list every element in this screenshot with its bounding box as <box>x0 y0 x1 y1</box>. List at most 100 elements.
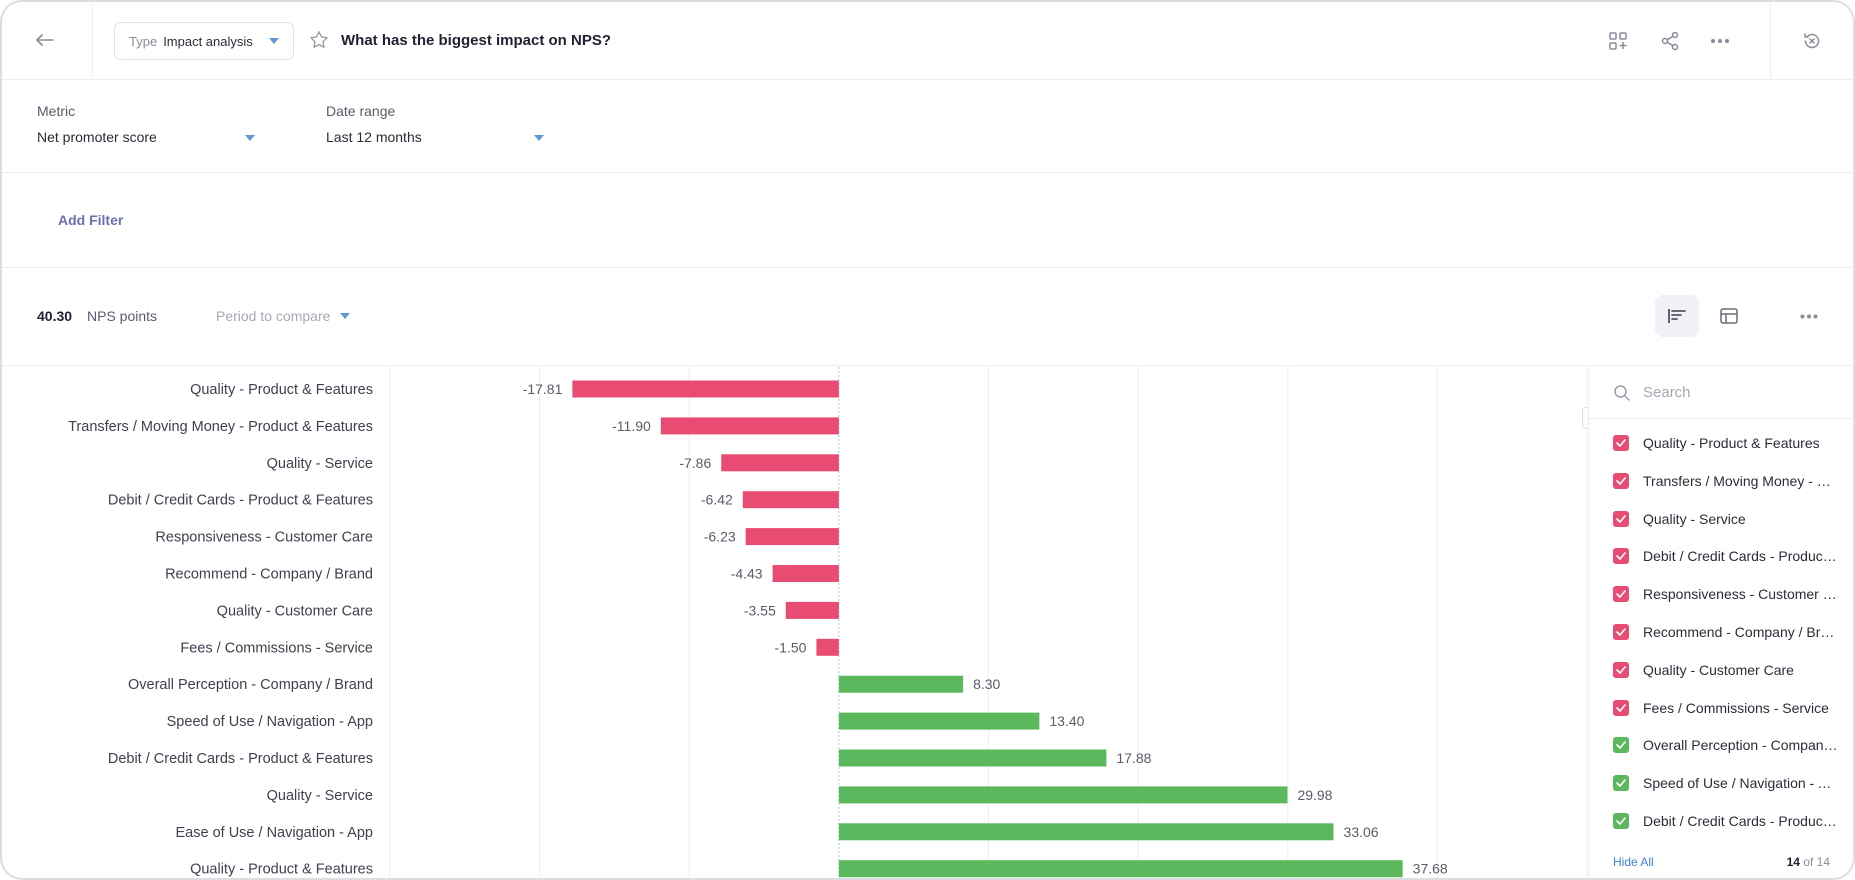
legend-footer: Hide All 14 of 14 <box>1589 842 1853 878</box>
checkbox-checked-icon[interactable] <box>1613 775 1629 792</box>
type-label: Type <box>129 33 158 49</box>
legend-item[interactable]: Overall Perception - Company / Brand <box>1613 733 1838 757</box>
checkbox-checked-icon[interactable] <box>1613 435 1629 451</box>
divider <box>2 267 1853 268</box>
chart-bar <box>838 860 1403 878</box>
legend-item[interactable]: Quality - Product & Features <box>1613 431 1838 455</box>
divider <box>2 172 1853 173</box>
arrow-left-icon <box>36 34 54 46</box>
checkbox-checked-icon[interactable] <box>1613 624 1629 640</box>
data-label: -7.86 <box>679 455 711 471</box>
chart-bar <box>785 601 839 619</box>
header-divider <box>92 2 93 80</box>
category-label: Transfers / Moving Money - Product & Fea… <box>68 419 373 435</box>
more-horizontal-icon <box>1800 314 1818 318</box>
data-label: 29.98 <box>1297 787 1332 803</box>
checkbox-checked-icon[interactable] <box>1613 737 1629 754</box>
table-view-button[interactable] <box>1707 295 1751 337</box>
chart-bar <box>838 786 1288 804</box>
type-select[interactable]: Type Impact analysis <box>114 22 294 60</box>
date-range-select[interactable]: Date range Last 12 months <box>326 103 548 153</box>
legend-item-label: Fees / Commissions - Service <box>1643 699 1829 716</box>
legend-item-label: Transfers / Moving Money - Product & Fea… <box>1643 472 1838 489</box>
checkbox-checked-icon[interactable] <box>1613 699 1629 716</box>
impact-bar-chart: -17.81 Quality - Product & Features -11.90… <box>68 367 1587 878</box>
legend-count-shown: 14 <box>1786 855 1800 869</box>
back-button[interactable] <box>22 20 68 60</box>
bar-view-button[interactable] <box>1655 295 1699 337</box>
category-label: Quality - Service <box>267 788 373 804</box>
data-label: -6.23 <box>704 529 736 545</box>
data-label: -11.90 <box>612 418 651 434</box>
star-icon <box>310 31 328 48</box>
legend-item[interactable]: Responsiveness - Customer Care <box>1613 582 1838 606</box>
chart-bar <box>838 749 1107 767</box>
checkbox-checked-icon[interactable] <box>1613 813 1629 829</box>
chart-bar <box>572 380 839 398</box>
category-label: Ease of Use / Navigation - App <box>176 825 373 841</box>
legend-item[interactable]: Transfers / Moving Money - Product & Fea… <box>1613 469 1838 493</box>
chart-more-button[interactable] <box>1787 295 1831 337</box>
chevron-down-icon <box>534 135 544 141</box>
legend-panel: Quality - Product & Features Transfers / … <box>1588 367 1853 878</box>
category-label: Overall Perception - Company / Brand <box>128 677 373 693</box>
legend-item[interactable]: Recommend - Company / Brand <box>1613 620 1838 644</box>
metric-select[interactable]: Metric Net promoter score <box>37 103 259 153</box>
checkbox-checked-icon[interactable] <box>1613 510 1629 527</box>
chevron-down-icon <box>268 38 279 44</box>
checkbox-checked-icon[interactable] <box>1613 548 1629 565</box>
data-label: -3.55 <box>744 602 776 618</box>
legend-item-label: Debit / Credit Cards - Product & Feature… <box>1643 813 1838 829</box>
add-to-dashboard-button[interactable] <box>1603 26 1633 56</box>
category-label: Quality - Customer Care <box>217 603 373 619</box>
search-icon <box>1614 384 1630 401</box>
category-label: Quality - Product & Features <box>190 862 373 878</box>
legend-item-label: Overall Perception - Company / Brand <box>1643 737 1838 754</box>
nps-score-unit: NPS points <box>87 308 158 324</box>
chart-bar <box>838 675 964 693</box>
chart-bar <box>721 454 839 472</box>
share-icon <box>1661 31 1679 51</box>
legend-item[interactable]: Quality - Service <box>1613 507 1838 531</box>
chart-bar <box>772 565 839 582</box>
legend-item-label: Quality - Service <box>1643 510 1746 527</box>
divider <box>2 365 1853 366</box>
history-close-icon <box>1804 33 1820 49</box>
category-label: Recommend - Company / Brand <box>165 567 373 583</box>
more-options-button[interactable] <box>1705 26 1735 56</box>
category-label: Quality - Service <box>267 456 373 472</box>
legend-count-total: of 14 <box>1803 855 1830 869</box>
category-label: Speed of Use / Navigation - App <box>167 714 373 730</box>
checkbox-checked-icon[interactable] <box>1613 472 1629 489</box>
legend-item[interactable]: Fees / Commissions - Service <box>1613 696 1838 720</box>
data-label: 13.40 <box>1049 713 1084 729</box>
share-button[interactable] <box>1655 26 1685 56</box>
legend-item-label: Speed of Use / Navigation - App <box>1643 775 1838 792</box>
checkbox-checked-icon[interactable] <box>1613 661 1629 678</box>
favorite-button[interactable] <box>308 29 332 53</box>
data-label: -17.81 <box>523 381 563 397</box>
period-compare-select[interactable]: Period to compare <box>216 308 351 324</box>
legend-search-input[interactable] <box>1643 384 1833 401</box>
hide-all-button[interactable]: Hide All <box>1613 855 1654 869</box>
legend-item[interactable]: Speed of Use / Navigation - App <box>1613 771 1838 795</box>
legend-item-label: Recommend - Company / Brand <box>1643 624 1838 640</box>
date-range-value: Last 12 months <box>326 129 422 145</box>
legend-item[interactable]: Debit / Credit Cards - Product & Feature… <box>1613 809 1838 833</box>
chart-bar <box>816 638 839 656</box>
table-icon <box>1720 308 1738 324</box>
chart-bar <box>742 491 839 509</box>
close-button[interactable] <box>1797 26 1827 56</box>
header-divider <box>1770 2 1771 80</box>
type-value: Impact analysis <box>163 33 253 49</box>
legend-item[interactable]: Debit / Credit Cards - Product & Feature… <box>1613 544 1838 568</box>
data-label: -1.50 <box>775 639 807 655</box>
checkbox-checked-icon[interactable] <box>1613 586 1629 603</box>
legend-item[interactable]: Quality - Customer Care <box>1613 658 1838 682</box>
legend-item-label: Quality - Product & Features <box>1643 435 1820 451</box>
add-filter-button[interactable]: Add Filter <box>58 212 124 228</box>
metric-label: Metric <box>37 103 76 119</box>
period-compare-label: Period to compare <box>216 308 331 324</box>
legend-item-label: Responsiveness - Customer Care <box>1643 586 1838 603</box>
